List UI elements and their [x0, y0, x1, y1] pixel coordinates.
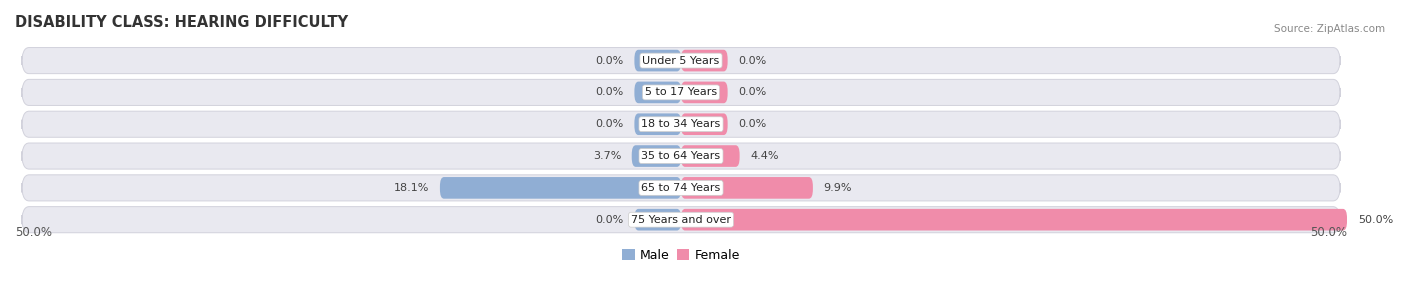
- Text: 0.0%: 0.0%: [738, 88, 766, 97]
- Text: 50.0%: 50.0%: [15, 226, 52, 239]
- Text: 9.9%: 9.9%: [824, 183, 852, 193]
- FancyBboxPatch shape: [634, 113, 681, 135]
- Text: 50.0%: 50.0%: [1310, 226, 1347, 239]
- Text: 0.0%: 0.0%: [596, 88, 624, 97]
- FancyBboxPatch shape: [21, 143, 1340, 169]
- FancyBboxPatch shape: [681, 209, 1347, 231]
- Text: 18.1%: 18.1%: [394, 183, 429, 193]
- FancyBboxPatch shape: [21, 207, 1340, 233]
- Text: 0.0%: 0.0%: [738, 119, 766, 129]
- Text: 4.4%: 4.4%: [751, 151, 779, 161]
- FancyBboxPatch shape: [21, 48, 1340, 74]
- Text: Source: ZipAtlas.com: Source: ZipAtlas.com: [1274, 24, 1385, 34]
- Text: 3.7%: 3.7%: [593, 151, 621, 161]
- Text: DISABILITY CLASS: HEARING DIFFICULTY: DISABILITY CLASS: HEARING DIFFICULTY: [15, 15, 349, 30]
- FancyBboxPatch shape: [631, 145, 681, 167]
- Text: Under 5 Years: Under 5 Years: [643, 56, 720, 66]
- FancyBboxPatch shape: [681, 145, 740, 167]
- Text: 35 to 64 Years: 35 to 64 Years: [641, 151, 721, 161]
- FancyBboxPatch shape: [681, 50, 728, 71]
- Text: 0.0%: 0.0%: [596, 56, 624, 66]
- FancyBboxPatch shape: [681, 82, 728, 103]
- Text: 0.0%: 0.0%: [596, 215, 624, 225]
- Text: 65 to 74 Years: 65 to 74 Years: [641, 183, 721, 193]
- Text: 0.0%: 0.0%: [596, 119, 624, 129]
- Text: 75 Years and over: 75 Years and over: [631, 215, 731, 225]
- FancyBboxPatch shape: [634, 82, 681, 103]
- FancyBboxPatch shape: [440, 177, 681, 199]
- Text: 18 to 34 Years: 18 to 34 Years: [641, 119, 721, 129]
- FancyBboxPatch shape: [634, 50, 681, 71]
- FancyBboxPatch shape: [634, 209, 681, 231]
- FancyBboxPatch shape: [21, 111, 1340, 137]
- Text: 0.0%: 0.0%: [738, 56, 766, 66]
- FancyBboxPatch shape: [21, 79, 1340, 106]
- Legend: Male, Female: Male, Female: [617, 244, 745, 267]
- FancyBboxPatch shape: [681, 113, 728, 135]
- Text: 50.0%: 50.0%: [1358, 215, 1393, 225]
- Text: 5 to 17 Years: 5 to 17 Years: [645, 88, 717, 97]
- FancyBboxPatch shape: [21, 175, 1340, 201]
- FancyBboxPatch shape: [681, 177, 813, 199]
